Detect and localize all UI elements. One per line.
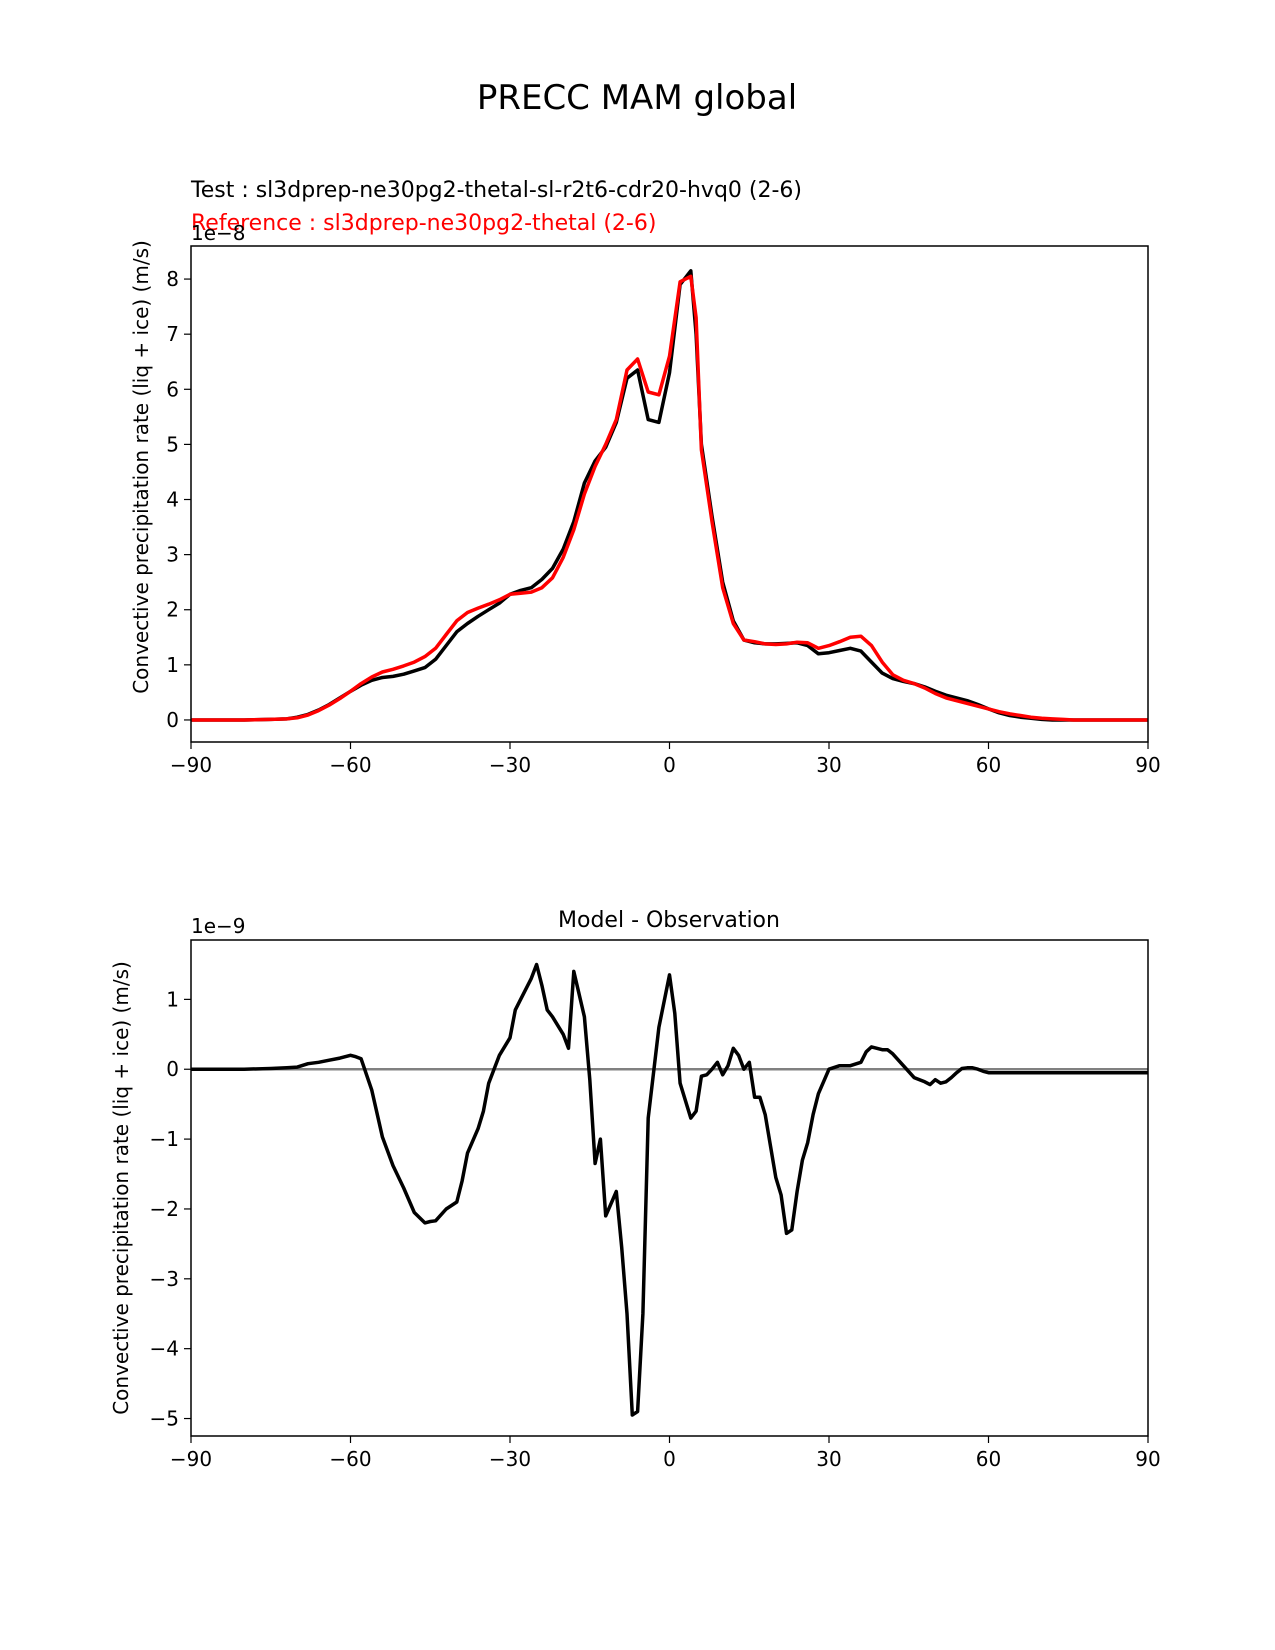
top-series xyxy=(191,269,1148,722)
top-y-tick-label: 1 xyxy=(166,653,179,677)
bottom-plot-frame xyxy=(190,939,1149,1437)
bottom-y-tick-label: −2 xyxy=(150,1197,179,1221)
bottom-y-tick-label: 1 xyxy=(166,987,179,1011)
top-series-reference xyxy=(191,274,1148,722)
bottom-x-tick-label: 0 xyxy=(663,1447,676,1471)
bottom-y-axis-label: Convective precipitation rate (liq + ice… xyxy=(109,961,133,1415)
top-x-tick-label: −90 xyxy=(170,753,212,777)
bottom-series xyxy=(191,962,1148,1417)
bottom-x-tick-label: −60 xyxy=(329,1447,371,1471)
bottom-title: Model - Observation xyxy=(558,908,780,933)
bottom-x-tick-label: 60 xyxy=(976,1447,1001,1471)
bottom-y-tick-label: −5 xyxy=(150,1407,179,1431)
top-y-tick-label: 0 xyxy=(166,708,179,732)
top-y-tick-label: 5 xyxy=(166,432,179,456)
top-x-tick-label: 0 xyxy=(663,753,676,777)
top-y-tick-label: 4 xyxy=(166,488,179,512)
top-x-tick-label: −60 xyxy=(329,753,371,777)
top-series-test xyxy=(191,269,1148,722)
top-y-tick-label: 8 xyxy=(166,267,179,291)
top-ticks: −90 −60 −30 0 30 60 90 0 1 2 3 4 5 6 7 8 xyxy=(166,267,1160,777)
bottom-y-tick-label: 0 xyxy=(166,1057,179,1081)
top-x-tick-label: −30 xyxy=(489,753,531,777)
top-y-tick-label: 6 xyxy=(166,377,179,401)
bottom-x-tick-label: 90 xyxy=(1135,1447,1160,1471)
top-panel: Test : sl3dprep-ne30pg2-thetal-sl-r2t6-c… xyxy=(129,178,1161,777)
test-title: Test : sl3dprep-ne30pg2-thetal-sl-r2t6-c… xyxy=(190,178,802,203)
top-y-tick-label: 7 xyxy=(166,322,179,346)
top-y-tick-label: 3 xyxy=(166,543,179,567)
bottom-x-tick-label: −90 xyxy=(170,1447,212,1471)
bottom-y-tick-label: −3 xyxy=(150,1267,179,1291)
top-x-tick-label: 60 xyxy=(976,753,1001,777)
bottom-panel: Model - Observation 1e−9 Convective prec… xyxy=(109,908,1161,1471)
bottom-series-model-observation xyxy=(191,962,1148,1417)
bottom-x-tick-label: −30 xyxy=(489,1447,531,1471)
bottom-x-tick-label: 30 xyxy=(816,1447,841,1471)
top-plot-frame xyxy=(190,245,1149,743)
top-offset-label: 1e−8 xyxy=(191,221,246,245)
top-y-axis-label: Convective precipitation rate (liq + ice… xyxy=(129,240,153,694)
bottom-offset-label: 1e−9 xyxy=(191,914,246,938)
bottom-ticks: −90 −60 −30 0 30 60 90 −5 −4 −3 −2 −1 0 1 xyxy=(150,987,1161,1471)
figure-title: PRECC MAM global xyxy=(477,78,797,118)
reference-title: Reference : sl3dprep-ne30pg2-thetal (2-6… xyxy=(191,211,656,236)
top-x-tick-label: 30 xyxy=(816,753,841,777)
bottom-y-tick-label: −4 xyxy=(150,1337,179,1361)
bottom-y-tick-label: −1 xyxy=(150,1127,179,1151)
top-x-tick-label: 90 xyxy=(1135,753,1160,777)
top-y-tick-label: 2 xyxy=(166,598,179,622)
